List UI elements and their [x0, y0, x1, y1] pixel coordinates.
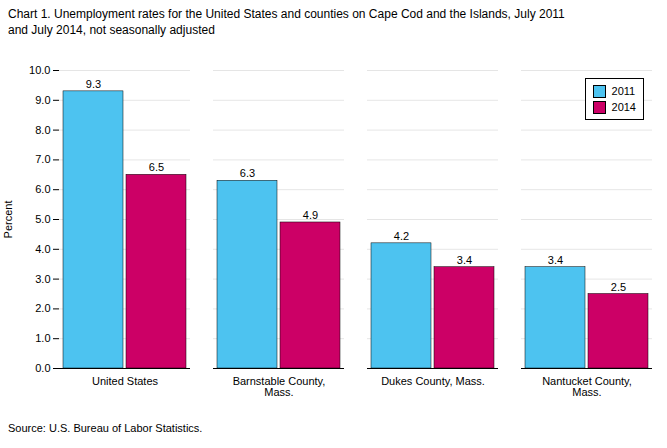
svg-text:Nantucket County,Mass.: Nantucket County,Mass.: [542, 375, 632, 398]
svg-text:3.4: 3.4: [548, 254, 563, 266]
svg-text:Percent: Percent: [2, 201, 14, 239]
svg-text:2.5: 2.5: [611, 281, 626, 293]
html-text:2011: 2011: [611, 85, 636, 97]
svg-text:6.3: 6.3: [240, 167, 255, 179]
svg-text:4.2: 4.2: [394, 230, 409, 242]
svg-text:United States: United States: [92, 375, 159, 387]
svg-text:4.9: 4.9: [303, 209, 318, 221]
svg-text:2.0: 2.0: [35, 302, 50, 314]
svg-text:3.0: 3.0: [35, 273, 50, 285]
html-text:2014: 2014: [611, 101, 636, 113]
html-text:Chart 1. Unemployment rates fo: Chart 1. Unemployment rates for the Unit…: [8, 7, 565, 21]
svg-text:9.3: 9.3: [86, 78, 101, 90]
svg-text:Barnstable County,Mass.: Barnstable County,Mass.: [233, 375, 326, 398]
svg-text:9.0: 9.0: [35, 94, 50, 106]
svg-text:1.0: 1.0: [35, 332, 50, 344]
svg-text:8.0: 8.0: [35, 124, 50, 136]
svg-text:5.0: 5.0: [35, 213, 50, 225]
html-text:Source: U.S. Bureau of Labor S: Source: U.S. Bureau of Labor Statistics.: [8, 422, 203, 434]
svg-text:0.0: 0.0: [35, 362, 50, 374]
svg-text:10.0: 10.0: [29, 64, 50, 76]
svg-text:4.0: 4.0: [35, 243, 50, 255]
svg-text:Dukes County, Mass.: Dukes County, Mass.: [381, 375, 485, 387]
svg-text:7.0: 7.0: [35, 153, 50, 165]
svg-text:6.5: 6.5: [149, 161, 164, 173]
html-text:and July 2014, not seasonally: and July 2014, not seasonally adjusted: [8, 23, 215, 37]
svg-text:3.4: 3.4: [457, 254, 472, 266]
svg-text:6.0: 6.0: [35, 183, 50, 195]
